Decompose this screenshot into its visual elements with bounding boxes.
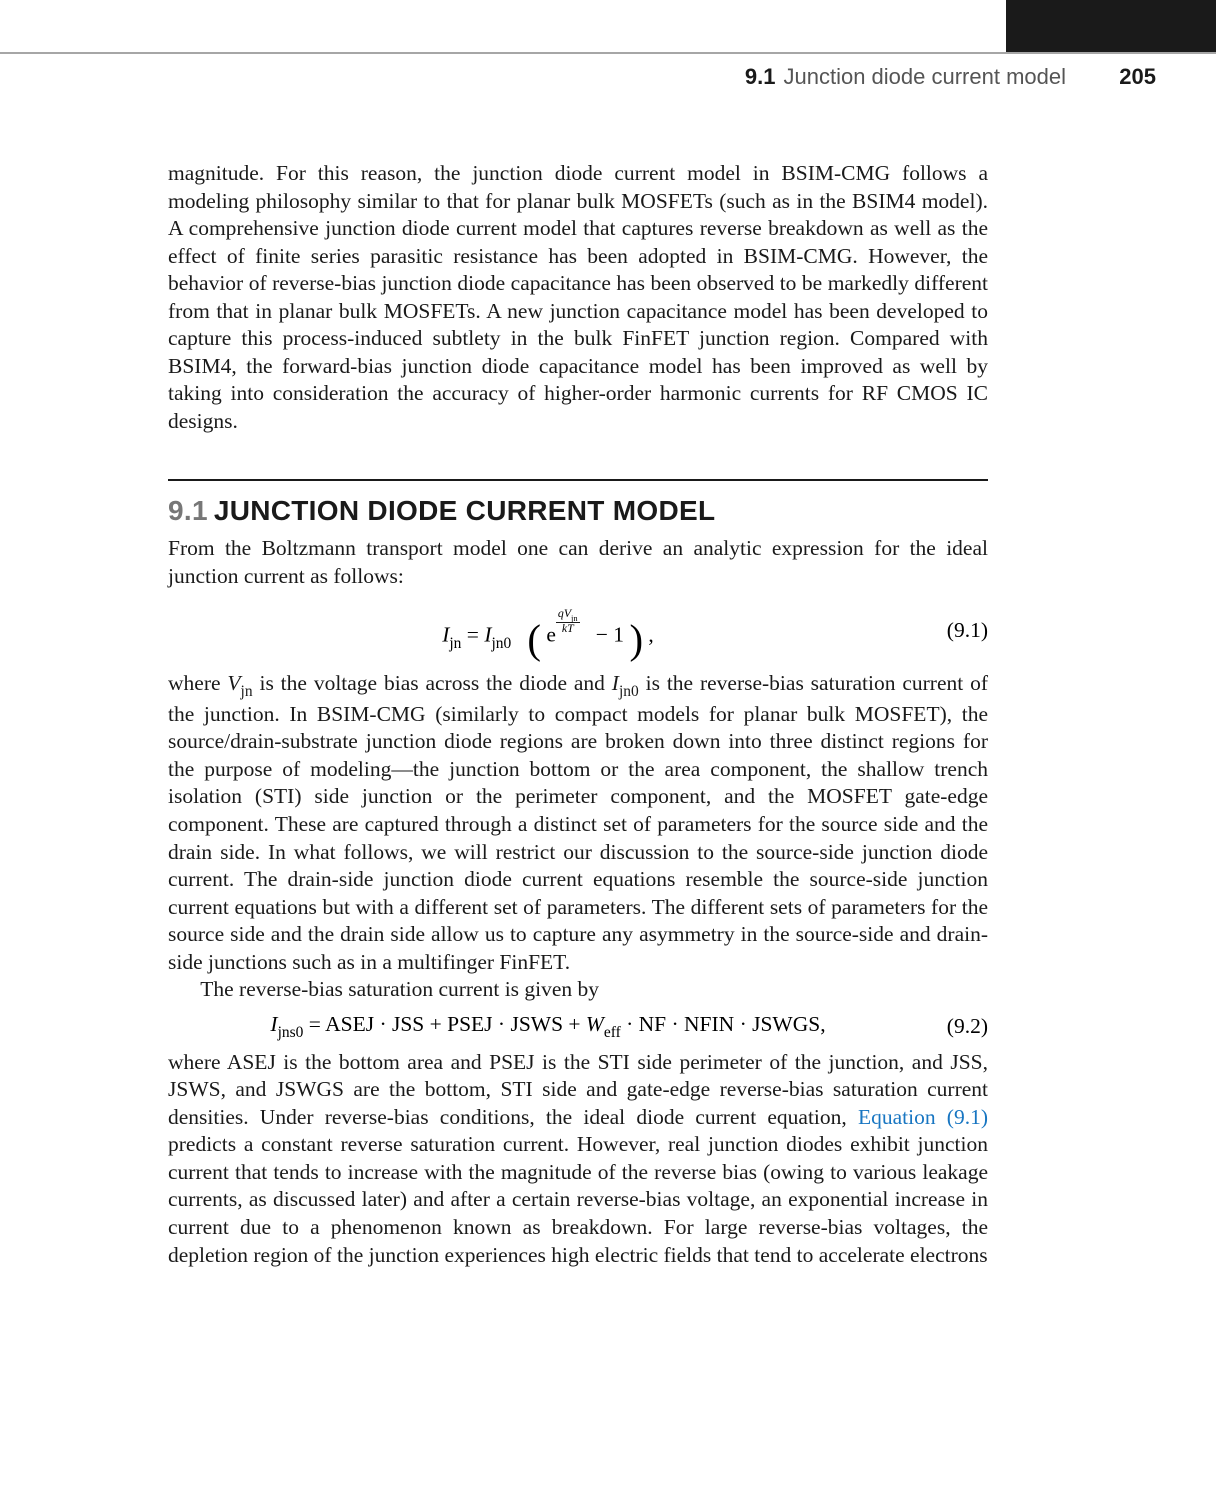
- section-title: JUNCTION DIODE CURRENT MODEL: [214, 495, 716, 526]
- page-content: magnitude. For this reason, the junction…: [168, 160, 988, 1269]
- header-rule: [0, 52, 1216, 54]
- equation-9-2-body: Ijns0 = ASEJ · JSS + PSEJ · JSWS + Weff …: [168, 1012, 928, 1041]
- page-number: 205: [1119, 64, 1156, 90]
- section-number: 9.1: [168, 495, 208, 526]
- equation-9-2-number: (9.2): [928, 1014, 988, 1039]
- paragraph-3: The reverse-bias saturation current is g…: [168, 976, 988, 1004]
- equation-9-1-number: (9.1): [928, 618, 988, 643]
- section-heading: 9.1JUNCTION DIODE CURRENT MODEL: [168, 495, 988, 527]
- intro-paragraph: magnitude. For this reason, the junction…: [168, 160, 988, 435]
- corner-block: [1006, 0, 1216, 54]
- equation-9-1-body: Ijn = Ijn0 ( eqVjnkT − 1 ) ,: [168, 608, 928, 652]
- paragraph-4: where ASEJ is the bottom area and PSEJ i…: [168, 1049, 988, 1269]
- section-rule: [168, 479, 988, 481]
- paragraph-1: From the Boltzmann transport model one c…: [168, 535, 988, 590]
- equation-9-2: Ijns0 = ASEJ · JSS + PSEJ · JSWS + Weff …: [168, 1012, 988, 1041]
- header-section-title: Junction diode current model: [784, 64, 1067, 89]
- header-section-number: 9.1: [745, 64, 776, 89]
- running-header: 9.1 Junction diode current model: [745, 64, 1066, 90]
- paragraph-2: where Vjn is the voltage bias across the…: [168, 670, 988, 976]
- equation-9-1-link[interactable]: Equation (9.1): [858, 1105, 988, 1129]
- equation-9-1: Ijn = Ijn0 ( eqVjnkT − 1 ) , (9.1): [168, 608, 988, 652]
